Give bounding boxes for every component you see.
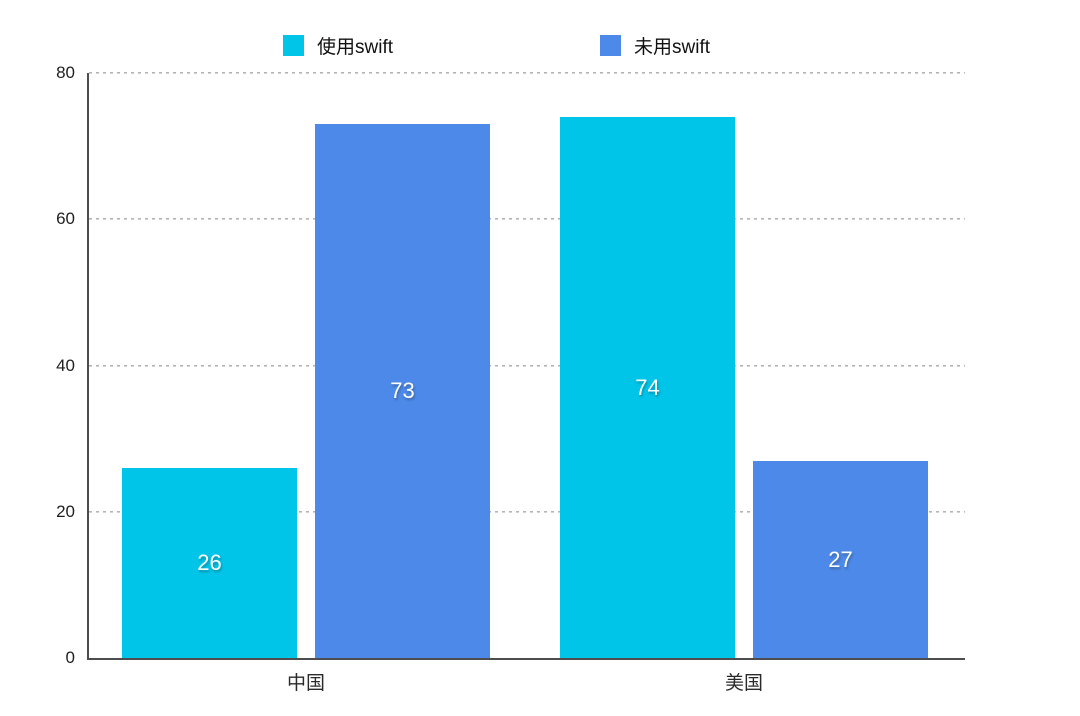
y-tick-label-60: 60 xyxy=(56,209,75,229)
gridline-60 xyxy=(89,218,965,221)
bar-value-label: 26 xyxy=(197,550,222,575)
legend-item-not-used-swift: 未用swift xyxy=(600,33,711,58)
gridline-80 xyxy=(89,72,965,74)
bar-series1-cat0: 73 xyxy=(315,124,490,658)
y-tick-label-80: 80 xyxy=(56,63,75,82)
y-tick-label-0: 0 xyxy=(65,648,75,667)
x-axis-label-cat0: 中国 xyxy=(286,673,326,694)
bar-value-label: 27 xyxy=(828,546,853,572)
y-tick-label-20: 20 xyxy=(56,501,75,521)
plot-area: 26 73 中国 74 27 美国 xyxy=(87,72,965,694)
gridline-20 xyxy=(89,510,965,513)
bar-value-label: 74 xyxy=(635,374,660,400)
legend-item-used-swift: 使用swift xyxy=(283,33,394,58)
bar-series0-cat0: 26 xyxy=(122,468,297,658)
y-axis: 0 20 40 60 80 xyxy=(0,63,75,667)
x-axis-label-cat1: 美国 xyxy=(724,673,764,694)
legend-label-not-used-swift: 未用swift xyxy=(634,36,711,58)
bar-series0-cat1: 74 xyxy=(560,117,735,658)
gridline-40 xyxy=(89,364,965,367)
legend-swatch-used-swift-icon xyxy=(283,34,304,56)
bar-series1-cat1: 27 xyxy=(753,461,928,658)
bar-value-label: 73 xyxy=(390,378,415,403)
y-tick-label-40: 40 xyxy=(56,355,75,375)
legend-swatch-not-used-swift-icon xyxy=(600,34,621,56)
legend-label-used-swift: 使用swift xyxy=(317,36,394,58)
